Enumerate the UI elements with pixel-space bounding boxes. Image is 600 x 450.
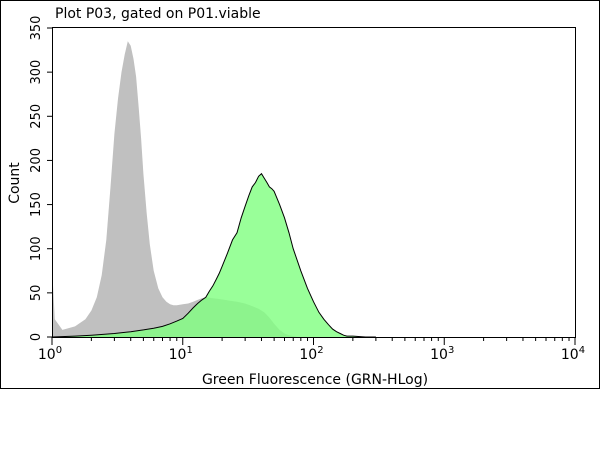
- chart-title: Plot P03, gated on P01.viable: [55, 6, 261, 22]
- series-2-area: [52, 173, 376, 337]
- y-tick-label: 50: [29, 285, 44, 302]
- y-tick-label: 250: [29, 104, 44, 129]
- series-2-outline: [51, 172, 376, 338]
- y-tick-label: 150: [29, 192, 44, 217]
- y-tick-label: 0: [29, 333, 44, 341]
- y-tick-label: 350: [29, 16, 44, 41]
- series-layer: [51, 41, 376, 338]
- y-tick-label: 200: [29, 148, 44, 173]
- plot-area-border: [52, 27, 576, 338]
- y-tick-label: 300: [29, 60, 44, 85]
- y-tick-label: 100: [29, 236, 44, 261]
- x-axis-label: Green Fluorescence (GRN-HLog): [202, 372, 428, 388]
- y-axis-label: Count: [7, 162, 23, 204]
- series-1-area: [52, 41, 298, 337]
